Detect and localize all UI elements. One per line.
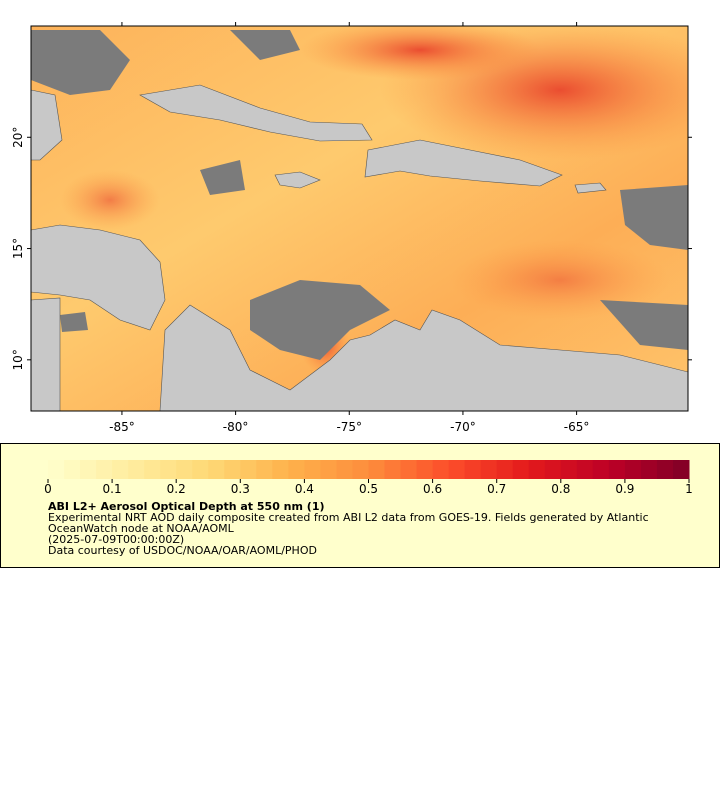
color-step [144, 460, 161, 479]
color-step [624, 460, 642, 479]
color-step [448, 460, 466, 479]
legend-text: ABI L2+ Aerosol Optical Depth at 550 nm … [48, 501, 688, 556]
color-step [320, 460, 337, 479]
color-step [240, 460, 257, 479]
colorbar-tick-label: 0.6 [423, 482, 442, 496]
x-tick-label: -80° [223, 420, 249, 434]
color-step [64, 460, 81, 479]
color-step [224, 460, 241, 479]
color-step [128, 460, 145, 479]
color-step [112, 460, 129, 479]
x-tick-label: -85° [109, 420, 135, 434]
color-step [272, 460, 289, 479]
color-step [384, 460, 402, 479]
color-step [80, 460, 97, 479]
color-step [352, 460, 369, 479]
color-step [480, 460, 498, 479]
color-step [512, 460, 530, 479]
color-step [48, 460, 65, 479]
legend-panel: 0 0.1 0.2 0.3 0.4 0.5 0.6 0.7 0.8 0.9 1 ABI L2+ Ae… [0, 443, 720, 568]
color-step [528, 460, 546, 479]
legend-time: (2025-07-09T00:00:00Z) [48, 533, 185, 546]
color-step [592, 460, 610, 479]
colorbar-tick-label: 1 [685, 482, 693, 496]
color-step [560, 460, 578, 479]
color-step [336, 460, 353, 479]
color-step [432, 460, 450, 479]
colorbar-tick-label: 0.5 [359, 482, 378, 496]
colorbar: 0 0.1 0.2 0.3 0.4 0.5 0.6 0.7 0.8 0.9 1 [44, 460, 693, 496]
color-step [544, 460, 562, 479]
color-step [304, 460, 321, 479]
map-frame [30, 25, 689, 412]
map: -85° -80° -75° -70° -65° 10° 15° 20° [11, 22, 692, 434]
color-step [576, 460, 594, 479]
color-step [256, 460, 273, 479]
color-step [416, 460, 434, 479]
x-tick-label: -75° [336, 420, 362, 434]
legend-description: Experimental NRT AOD daily composite cre… [48, 511, 649, 535]
color-step [96, 460, 113, 479]
legend-credit: Data courtesy of USDOC/NOAA/OAR/AOML/PHO… [48, 544, 317, 557]
colorbar-tick-label: 0.1 [103, 482, 122, 496]
color-step [160, 460, 177, 479]
color-step [400, 460, 418, 479]
colorbar-tick-label: 0.7 [487, 482, 506, 496]
color-step [464, 460, 482, 479]
y-tick-label: 20° [11, 127, 25, 148]
colorbar-tick-label: 0.2 [167, 482, 186, 496]
color-step [192, 460, 209, 479]
map-image [31, 26, 688, 411]
color-step [208, 460, 225, 479]
colorbar-tick-label: 0.8 [551, 482, 570, 496]
color-step [672, 460, 690, 479]
color-step [608, 460, 626, 479]
colorbar-tick-label: 0.3 [231, 482, 250, 496]
color-step [640, 460, 658, 479]
colorbar-tick-label: 0.4 [295, 482, 314, 496]
legend-title: ABI L2+ Aerosol Optical Depth at 550 nm … [48, 500, 325, 513]
color-step [288, 460, 305, 479]
color-step [368, 460, 386, 479]
x-tick-label: -65° [564, 420, 590, 434]
x-tick-label: -70° [450, 420, 476, 434]
color-step [176, 460, 193, 479]
colorbar-tick-label: 0 [44, 482, 52, 496]
color-step [496, 460, 514, 479]
colorbar-tick-label: 0.9 [615, 482, 634, 496]
color-step [656, 460, 674, 479]
y-tick-label: 15° [11, 238, 25, 259]
y-tick-label: 10° [11, 349, 25, 370]
